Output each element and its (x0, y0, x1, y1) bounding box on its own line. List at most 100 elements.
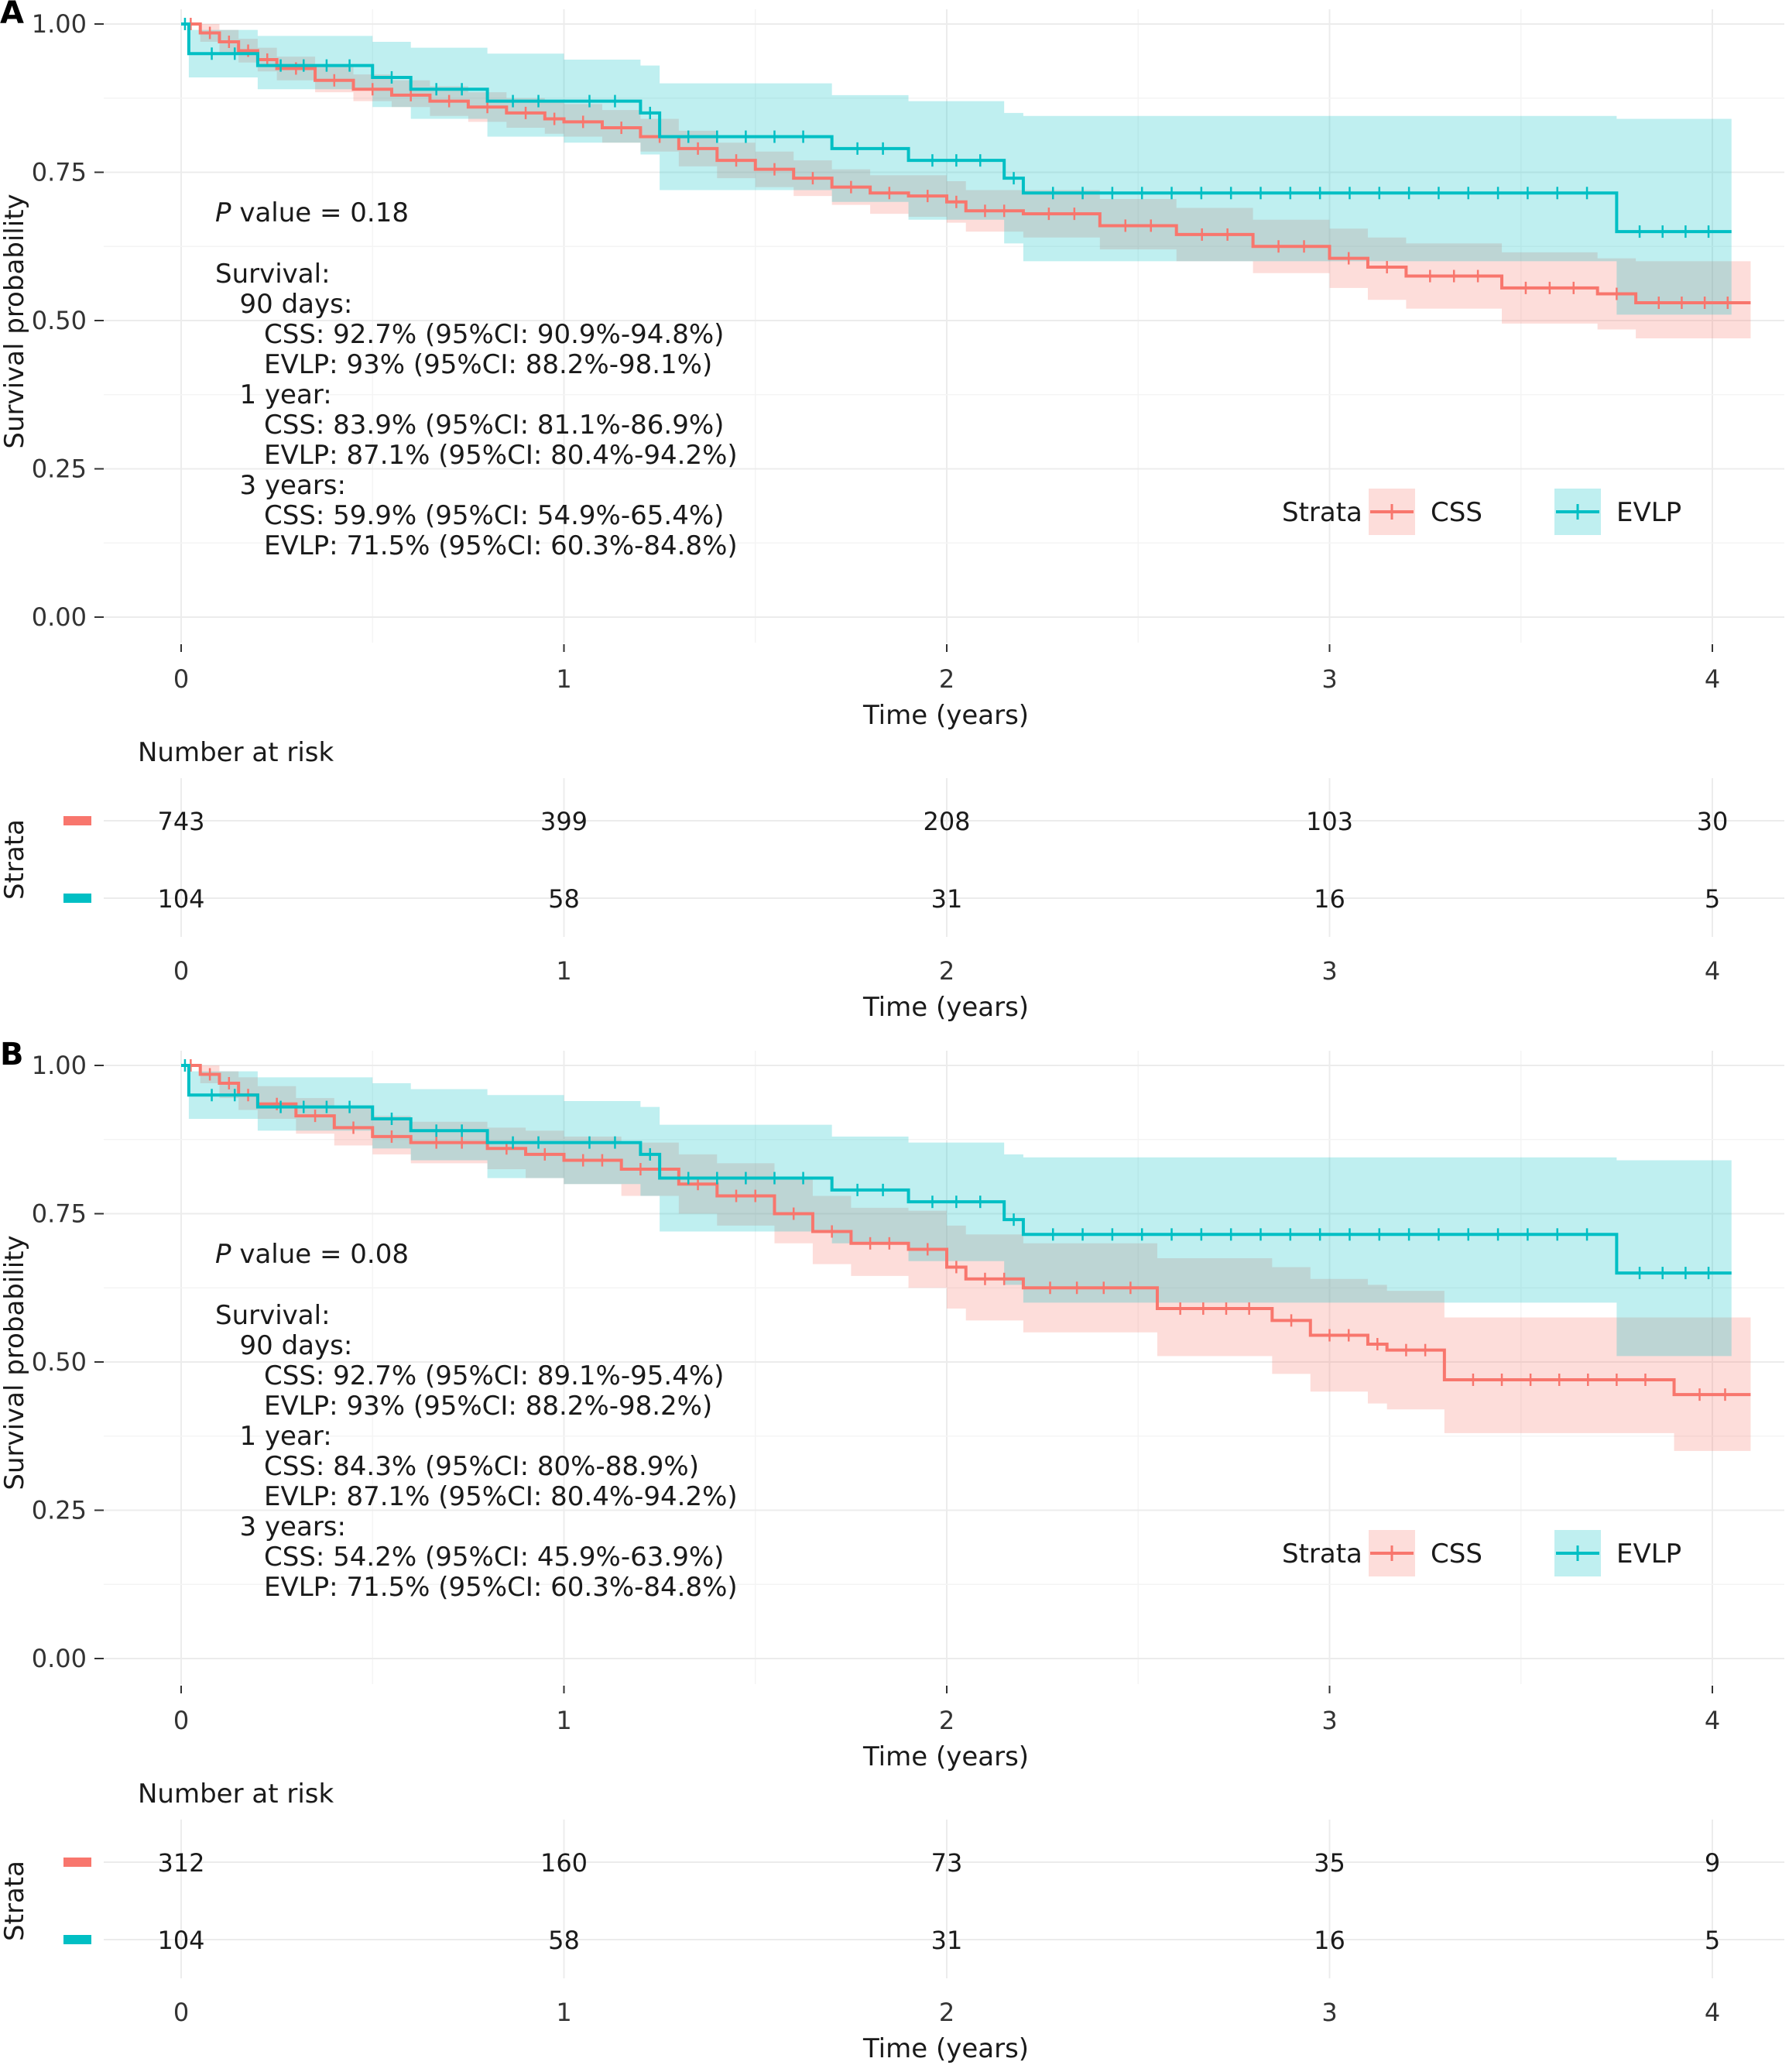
p-label: P (215, 197, 231, 228)
p-value-text: P value = 0.18 (215, 197, 409, 228)
x-tick-label: 4 (1705, 664, 1720, 694)
legend-label-css: CSS (1431, 497, 1482, 528)
x-tick-label: 2 (939, 1706, 954, 1735)
risk-value: 5 (1705, 884, 1720, 914)
risk-table-title: Number at risk (138, 1779, 334, 1810)
risk-x-tick-label: 0 (173, 956, 189, 986)
risk-value: 104 (157, 884, 204, 914)
survival-summary-line: CSS: 83.9% (95%CI: 81.1%-86.9%) (264, 410, 724, 441)
risk-x-tick-label: 3 (1321, 956, 1337, 986)
p-value: value = 0.08 (231, 1239, 409, 1270)
x-tick-label: 2 (939, 664, 954, 694)
risk-row-key-evlp (63, 894, 91, 903)
legend-label-evlp: EVLP (1616, 1539, 1681, 1569)
risk-value: 58 (548, 1926, 580, 1955)
survival-summary-line: EVLP: 93% (95%CI: 88.2%-98.2%) (264, 1391, 712, 1422)
risk-value: 31 (931, 884, 963, 914)
risk-value: 160 (540, 1848, 588, 1878)
survival-summary-line: EVLP: 93% (95%CI: 88.2%-98.1%) (264, 349, 712, 380)
survival-summary-line: CSS: 84.3% (95%CI: 80%-88.9%) (264, 1451, 699, 1482)
legend-title: Strata (1282, 1539, 1362, 1569)
risk-value: 31 (931, 1926, 963, 1955)
survival-line-css (181, 1064, 1751, 1397)
survival-summary-line: 1 year: (240, 1421, 332, 1452)
panel-B: B 0.00 0.25 0.50 0.75 1.00 0 1 2 3 4 Time (years) Su… (0, 1037, 1784, 2064)
risk-table-y-title: Strata (0, 1861, 30, 1941)
risk-x-tick-label: 2 (939, 956, 954, 986)
plot-grid (104, 9, 1784, 643)
risk-value: 35 (1314, 1848, 1345, 1878)
survival-line-evlp (181, 1064, 1732, 1275)
risk-value: 312 (157, 1848, 204, 1878)
y-tick-label: 0.00 (32, 602, 87, 632)
panel-letter: A (0, 0, 24, 31)
survival-line-evlp (181, 22, 1732, 234)
y-tick-label: 0.75 (32, 158, 87, 187)
ci-band-evlp (181, 24, 1732, 315)
risk-x-tick-label: 4 (1705, 1998, 1720, 2027)
survival-summary-line: 90 days: (240, 289, 353, 320)
p-label: P (215, 1239, 231, 1270)
legend-title: Strata (1282, 497, 1362, 528)
survival-summary-line: EVLP: 87.1% (95%CI: 80.4%-94.2%) (264, 440, 738, 471)
risk-value: 5 (1705, 1926, 1720, 1955)
risk-x-tick-label: 0 (173, 1998, 189, 2027)
risk-x-tick-label: 3 (1321, 1998, 1337, 2027)
risk-value: 399 (540, 807, 588, 836)
risk-value: 58 (548, 884, 580, 914)
censor-marks-evlp (183, 1059, 1710, 1280)
survival-summary-line: 3 years: (240, 470, 346, 501)
legend-label-css: CSS (1431, 1539, 1482, 1569)
survival-summary-line: Survival: (215, 259, 331, 290)
risk-value: 16 (1314, 884, 1345, 914)
censor-marks-evlp (183, 18, 1710, 238)
risk-value: 104 (157, 1926, 204, 1955)
survival-summary-line: EVLP: 71.5% (95%CI: 60.3%-84.8%) (264, 1572, 738, 1603)
y-axis-title: Survival probability (0, 1235, 30, 1490)
ci-band-evlp (181, 1065, 1732, 1357)
risk-row-key-css (63, 816, 91, 825)
survival-summary-line: EVLP: 87.1% (95%CI: 80.4%-94.2%) (264, 1481, 738, 1512)
y-tick-label: 1.00 (32, 1051, 87, 1080)
risk-x-tick-label: 2 (939, 1998, 954, 2027)
survival-summary-line: CSS: 92.7% (95%CI: 89.1%-95.4%) (264, 1360, 724, 1391)
risk-value: 16 (1314, 1926, 1345, 1955)
survival-summary-line: Survival: (215, 1300, 331, 1331)
y-tick-label: 0.25 (32, 455, 87, 484)
panel-letter: B (0, 1037, 24, 1072)
y-tick-label: 0.75 (32, 1199, 87, 1229)
risk-row-key-evlp (63, 1935, 91, 1944)
risk-row-key-css (63, 1858, 91, 1867)
y-tick-label: 0.50 (32, 1347, 87, 1377)
annotation: P value = 0.18 Survival:90 days:CSS: 92.7… (215, 197, 738, 561)
annotation: P value = 0.08 Survival:90 days:CSS: 92.7… (215, 1239, 738, 1603)
y-tick-label: 0.50 (32, 306, 87, 335)
survival-summary-line: CSS: 92.7% (95%CI: 90.9%-94.8%) (264, 319, 724, 350)
risk-x-tick-label: 1 (556, 1998, 571, 2027)
risk-value: 103 (1306, 807, 1353, 836)
x-tick-label: 3 (1321, 1706, 1337, 1735)
risk-value: 30 (1697, 807, 1729, 836)
x-tick-label: 1 (556, 664, 571, 694)
x-tick-label: 4 (1705, 1706, 1720, 1735)
p-value: value = 0.18 (231, 197, 409, 228)
survival-summary-line: EVLP: 71.5% (95%CI: 60.3%-84.8%) (264, 530, 738, 561)
panel-A: A 0.00 0.25 0.50 0.75 1.00 0 1 2 3 4 Time (years) Su… (0, 0, 1784, 1023)
risk-value: 9 (1705, 1848, 1720, 1878)
legend-label-evlp: EVLP (1616, 497, 1681, 528)
risk-value: 73 (931, 1848, 963, 1878)
y-tick-label: 0.00 (32, 1644, 87, 1673)
survival-summary-line: 1 year: (240, 379, 332, 410)
plot-grid (104, 1051, 1784, 1684)
x-tick-label: 3 (1321, 664, 1337, 694)
y-tick-label: 1.00 (32, 9, 87, 39)
risk-x-tick-label: 4 (1705, 956, 1720, 986)
risk-x-axis-title: Time (years) (862, 992, 1029, 1023)
censor-marks-css (190, 18, 1729, 310)
y-axis-title: Survival probability (0, 194, 30, 448)
x-tick-label: 0 (173, 664, 189, 694)
legend: Strata CSS EVLP (1282, 1530, 1681, 1576)
risk-table-y-title: Strata (0, 819, 30, 900)
